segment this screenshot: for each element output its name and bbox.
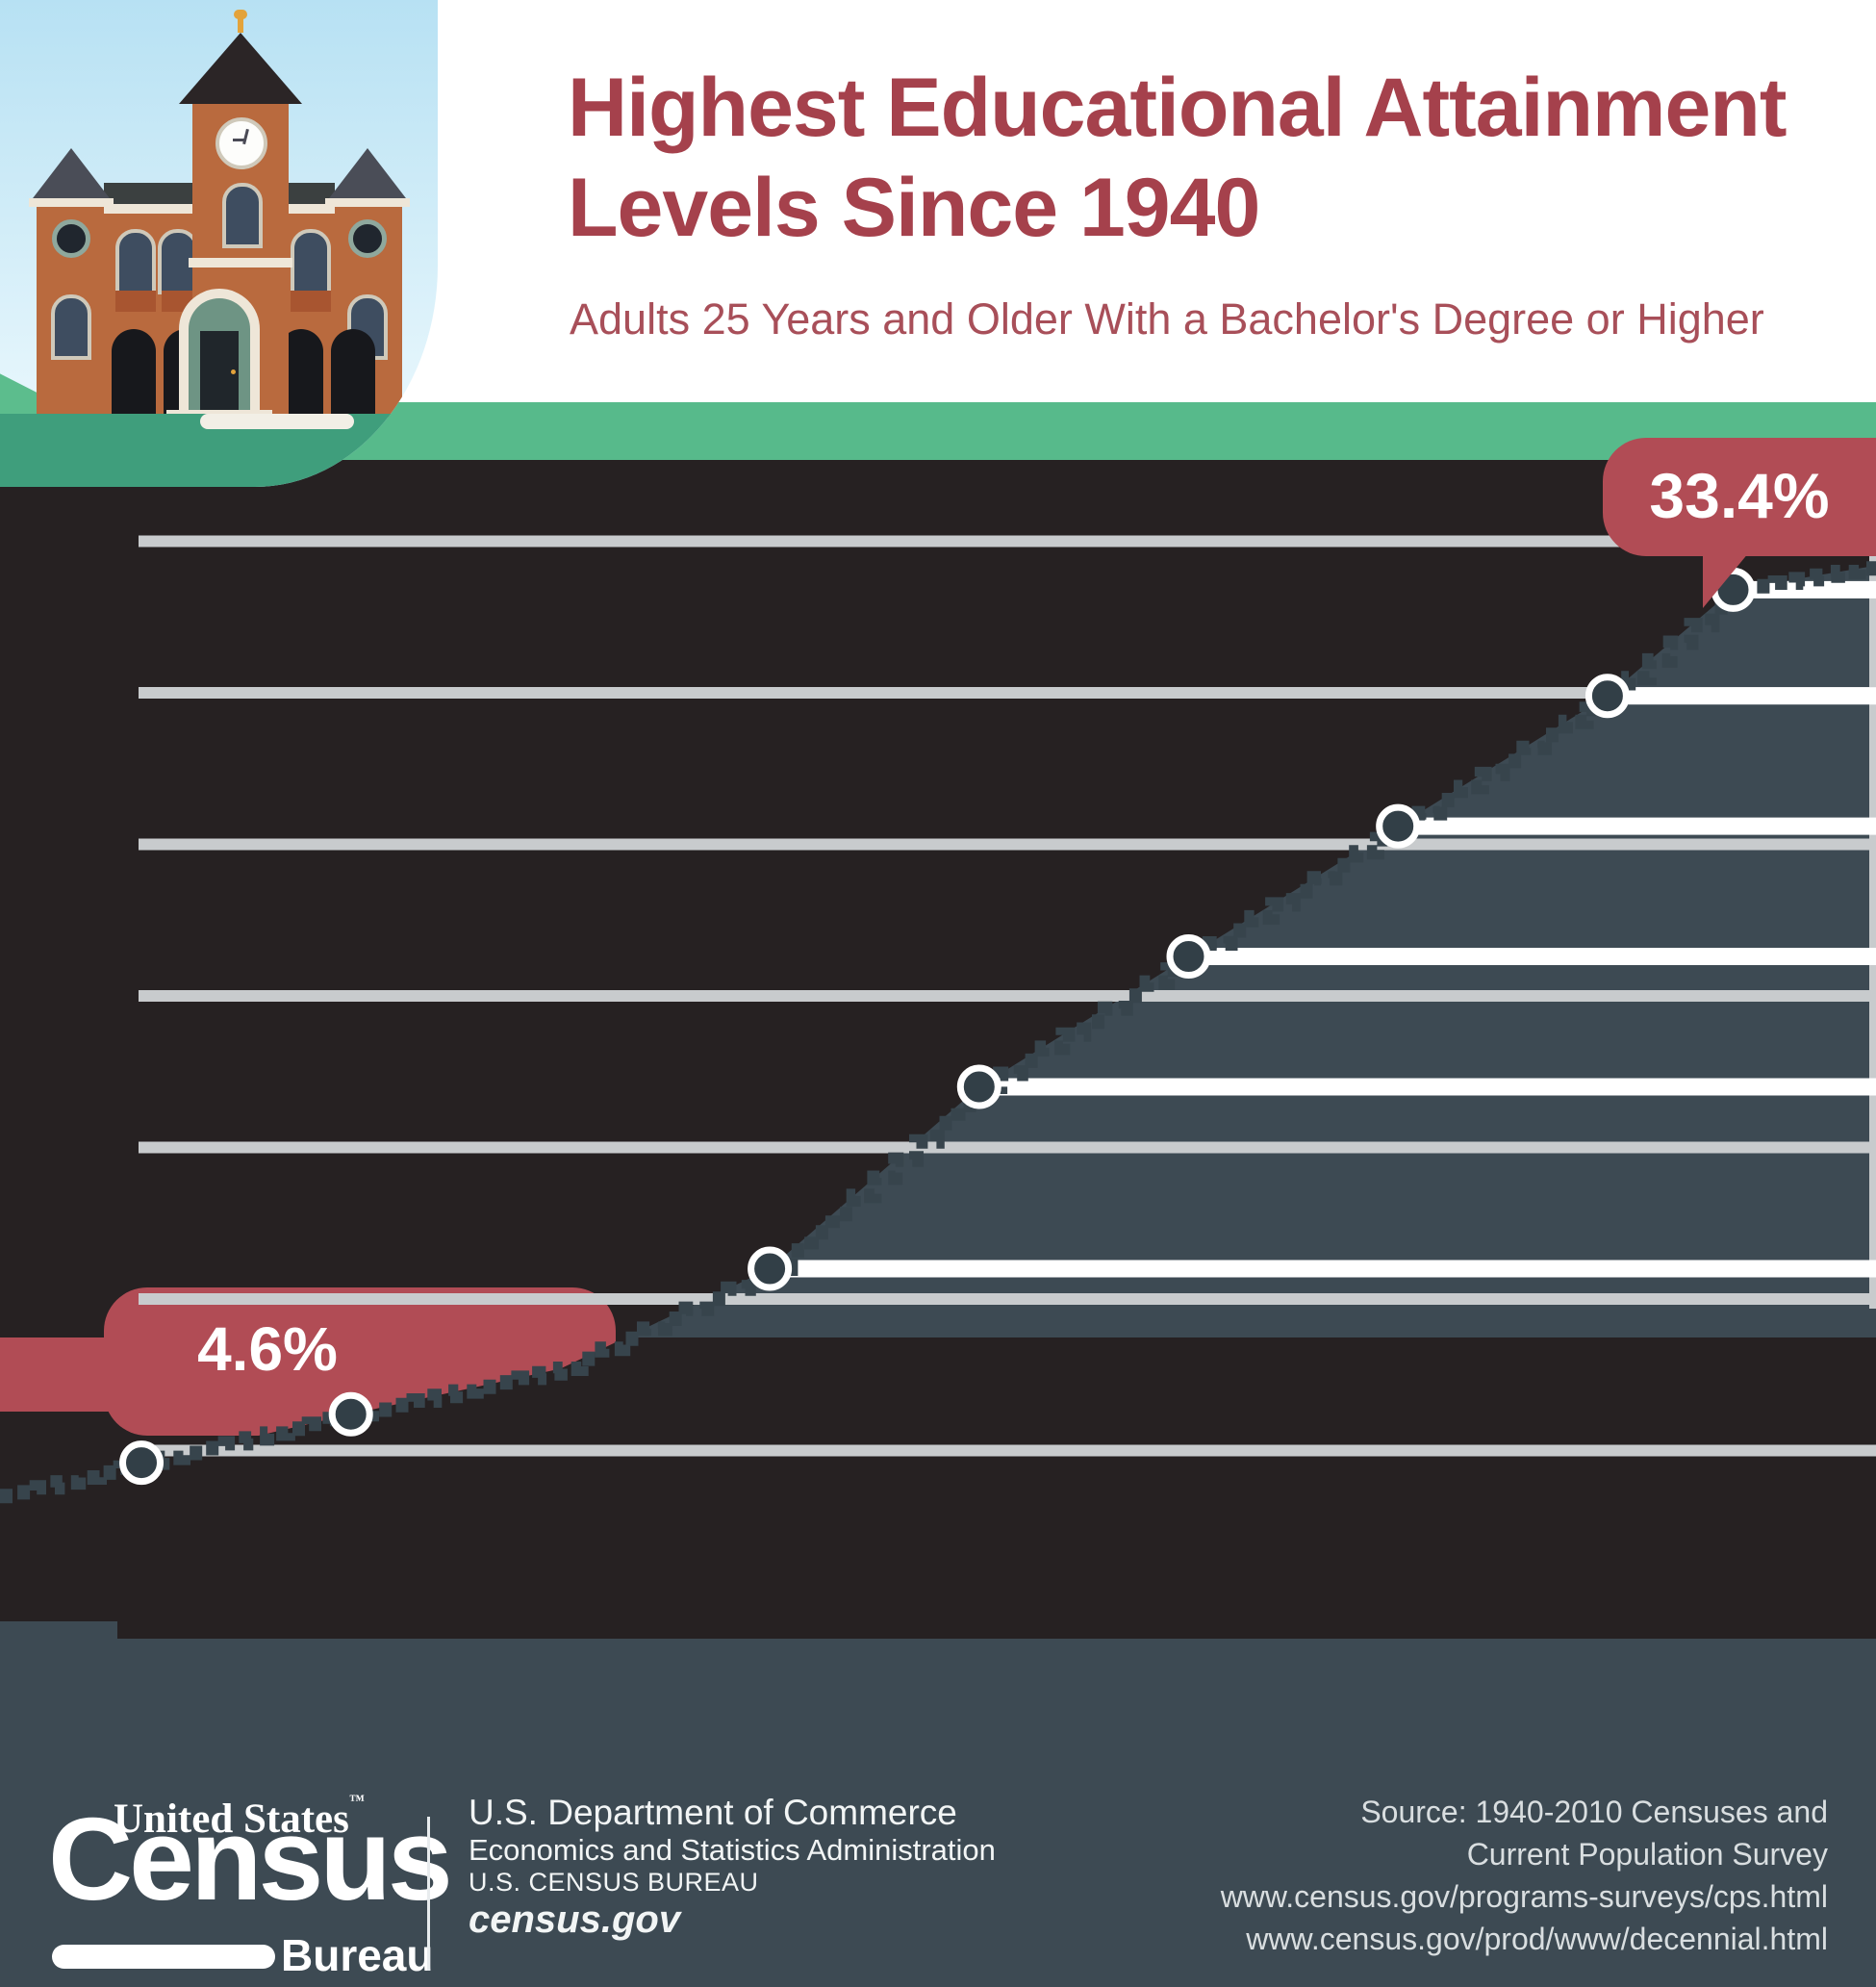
gridlines	[139, 535, 1876, 1457]
end-callout-bubble: 33.4%	[1603, 438, 1876, 556]
door-knob	[231, 369, 236, 374]
clock-hour-hand	[242, 128, 249, 145]
data-point-1990	[1166, 934, 1211, 979]
census-logo-underline	[52, 1945, 275, 1969]
census-logo-wordmark: Census	[48, 1794, 453, 1924]
point-band-1970	[770, 1260, 1876, 1278]
spandrel-4	[291, 291, 331, 312]
source-line: www.census.gov/prod/www/decennial.html	[1246, 1922, 1828, 1956]
source-line: Current Population Survey	[1466, 1837, 1828, 1872]
clock-minute-hand	[233, 139, 244, 141]
agency-bureau: U.S. CENSUS BUREAU	[469, 1868, 759, 1897]
right-tower-round-window	[348, 219, 387, 258]
census-logo-bureau: Bureau	[281, 1930, 434, 1980]
gridline-30	[139, 687, 1876, 699]
data-point-2000	[1376, 803, 1421, 849]
data-point-2010	[1584, 674, 1630, 719]
start-callout-label: 4.6%	[197, 1314, 338, 1384]
data-point-1980	[956, 1064, 1001, 1109]
clock-tower-cornice	[189, 258, 292, 267]
school-illustration	[0, 0, 438, 487]
roof-finial	[238, 17, 243, 33]
gridline-25	[139, 838, 1876, 851]
agency-administration: Economics and Statistics Administration	[469, 1833, 996, 1867]
gridline-35	[139, 535, 1876, 548]
trademark-symbol: ™	[348, 1793, 365, 1809]
left-tower-roof	[30, 148, 113, 202]
right-edge-rule	[1869, 544, 1876, 1309]
data-point-1950	[328, 1391, 373, 1437]
school-building	[27, 10, 412, 425]
data-point-1940	[119, 1440, 164, 1486]
source-citation: Source: 1940-2010 Censuses and Current P…	[1221, 1791, 1828, 1960]
data-point-1970	[748, 1246, 793, 1291]
facade-window-4	[291, 229, 331, 294]
facade-window-1	[115, 229, 156, 294]
left-tower-window	[51, 294, 91, 360]
agency-department: U.S. Department of Commerce	[469, 1793, 957, 1832]
left-tower-eave	[29, 198, 114, 207]
footer-left-step	[0, 1621, 117, 1639]
footer: United States™ Census Bureau U.S. Depart…	[0, 1639, 1876, 1987]
page-subtitle: Adults 25 Years and Older With a Bachelo…	[570, 294, 1764, 344]
arcade-arch-4	[331, 329, 375, 418]
source-line: Source: 1940-2010 Censuses and	[1360, 1795, 1828, 1829]
point-band-1980	[978, 1078, 1876, 1096]
footer-divider	[427, 1817, 430, 1971]
gridline-15	[139, 1141, 1876, 1154]
gridline-20	[139, 990, 1876, 1002]
arcade-arch-1	[112, 329, 156, 418]
right-tower-eave	[325, 198, 410, 207]
spandrel-1	[115, 291, 156, 312]
clock-face	[215, 117, 267, 169]
census-logo-united-states: United States™	[114, 1793, 365, 1842]
gridline-5	[139, 1444, 1876, 1457]
clock-tower-roof	[179, 33, 302, 104]
point-highlight-bands	[770, 580, 1876, 1278]
source-line: www.census.gov/programs-surveys/cps.html	[1220, 1879, 1828, 1914]
right-tower-roof	[326, 148, 409, 202]
point-band-1990	[1188, 948, 1876, 965]
roof-finial-top	[234, 10, 247, 19]
walkway	[200, 414, 354, 429]
clock-tower-window	[222, 183, 263, 248]
title-line-2: Levels Since 1940	[568, 162, 1260, 254]
agency-website: census.gov	[469, 1898, 681, 1941]
attainment-area-chart: 4.6%	[0, 535, 1876, 1504]
left-tower-round-window	[52, 219, 90, 258]
stepped-trend-line	[0, 561, 1876, 1504]
title-line-1: Highest Educational Attainment	[568, 62, 1787, 154]
end-callout-tail	[1703, 552, 1749, 608]
page-title: Highest Educational Attainment Levels Si…	[568, 58, 1866, 258]
start-callout-left-arm	[0, 1337, 114, 1412]
start-callout-bubble: 4.6%	[0, 1287, 616, 1436]
gridline-10	[139, 1293, 1876, 1305]
left-tower	[29, 148, 114, 418]
point-band-2010	[1607, 687, 1876, 705]
point-band-2000	[1398, 817, 1876, 835]
